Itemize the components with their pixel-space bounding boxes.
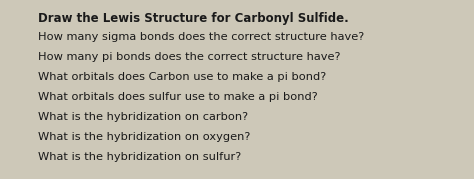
Text: What is the hybridization on sulfur?: What is the hybridization on sulfur? bbox=[38, 152, 241, 162]
Text: What orbitals does sulfur use to make a pi bond?: What orbitals does sulfur use to make a … bbox=[38, 92, 318, 102]
Text: How many pi bonds does the correct structure have?: How many pi bonds does the correct struc… bbox=[38, 52, 340, 62]
Text: Draw the Lewis Structure for Carbonyl Sulfide.: Draw the Lewis Structure for Carbonyl Su… bbox=[38, 12, 349, 25]
Text: What is the hybridization on carbon?: What is the hybridization on carbon? bbox=[38, 112, 248, 122]
Text: What is the hybridization on oxygen?: What is the hybridization on oxygen? bbox=[38, 132, 250, 142]
Text: How many sigma bonds does the correct structure have?: How many sigma bonds does the correct st… bbox=[38, 32, 364, 42]
Text: What orbitals does Carbon use to make a pi bond?: What orbitals does Carbon use to make a … bbox=[38, 72, 326, 82]
